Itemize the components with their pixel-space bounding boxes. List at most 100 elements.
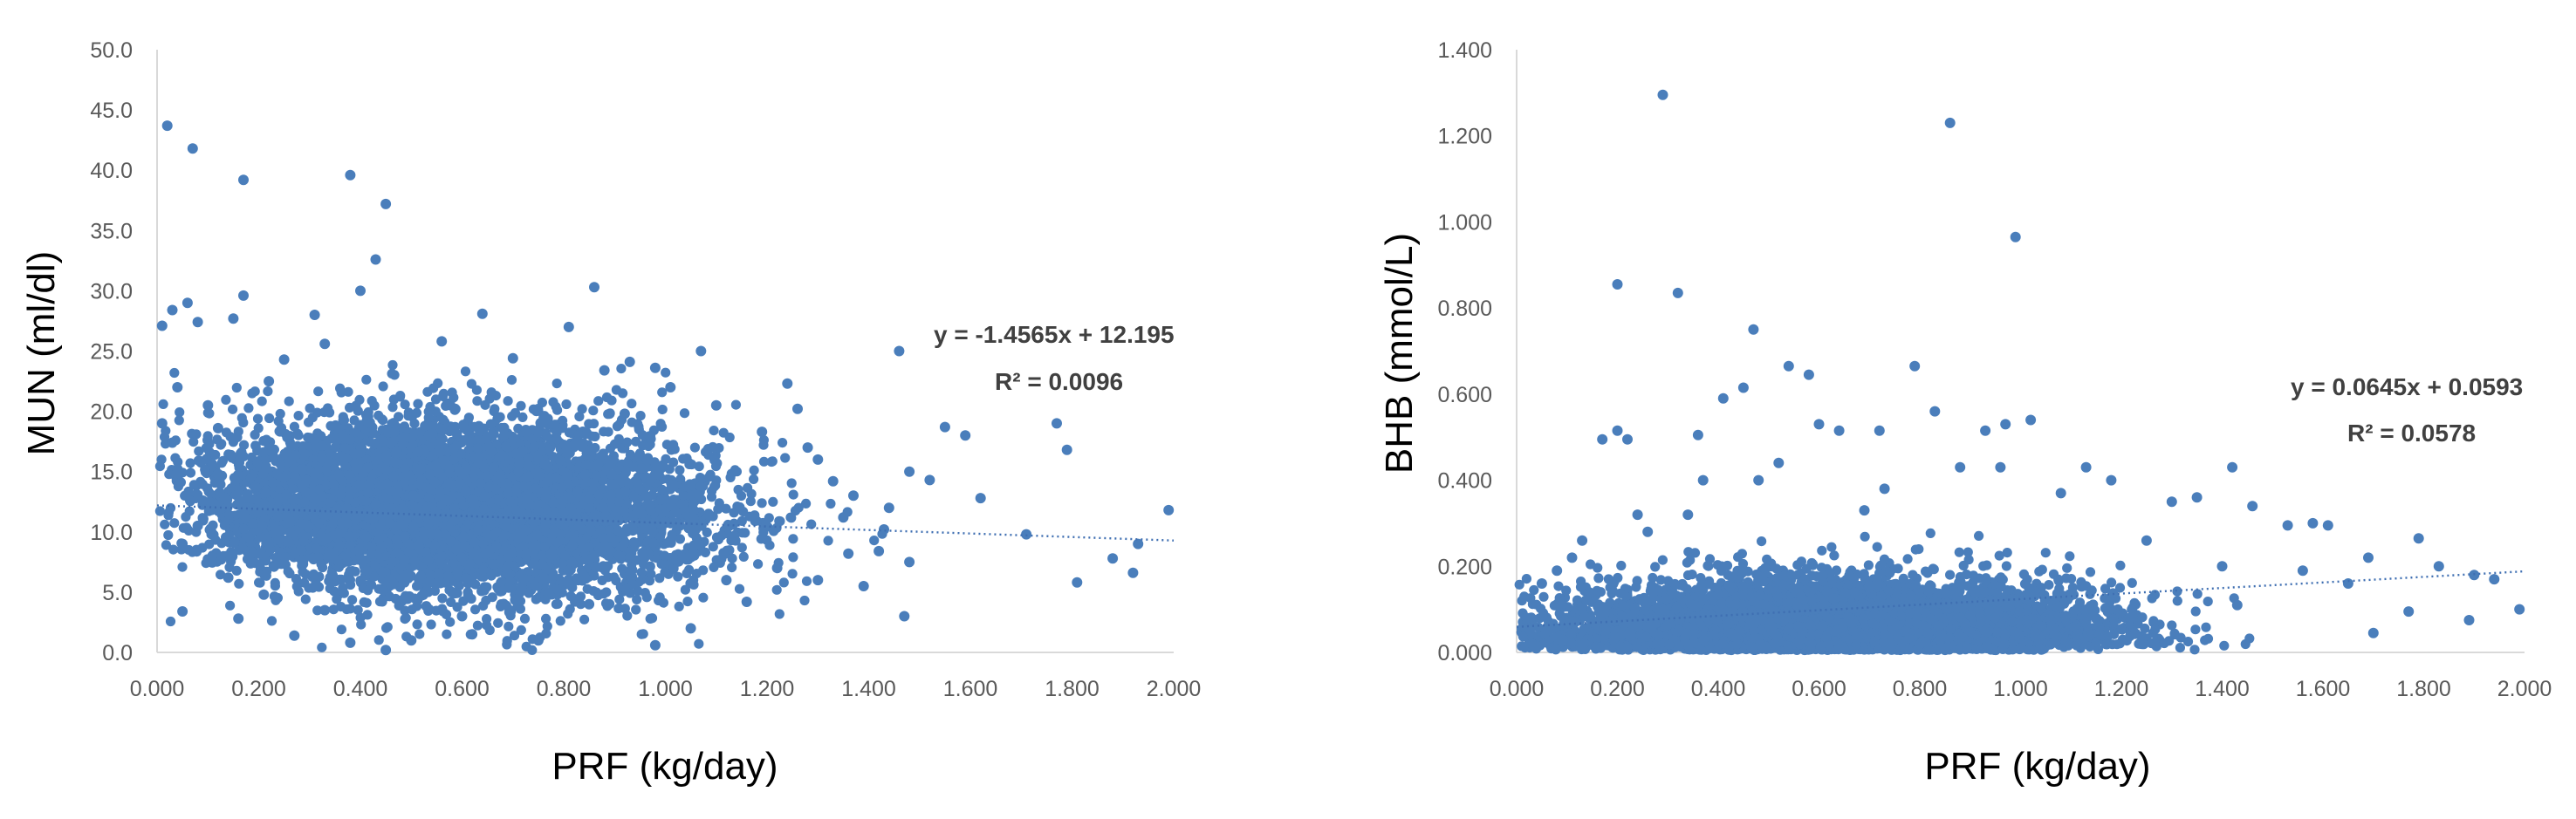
mun-data-point xyxy=(506,375,517,386)
mun-scatter-chart: 0.05.010.015.020.025.030.035.040.045.050… xyxy=(20,38,1201,788)
mun-data-point xyxy=(756,534,766,544)
mun-data-point xyxy=(714,442,724,454)
mun-data-point xyxy=(221,394,231,405)
mun-data-point xyxy=(787,569,798,579)
mun-data-point xyxy=(263,386,273,397)
mun-data-point xyxy=(714,498,724,508)
mun-data-point xyxy=(289,421,299,432)
mun-data-point xyxy=(275,408,285,420)
mun-data-point xyxy=(617,563,627,574)
mun-data-point xyxy=(674,601,684,612)
mun-data-point xyxy=(160,519,170,529)
mun-data-point xyxy=(631,604,641,615)
mun-data-point xyxy=(447,425,457,435)
mun-data-point xyxy=(869,536,880,546)
mun-data-point xyxy=(588,419,599,429)
mun-data-point xyxy=(207,550,217,561)
mun-data-point xyxy=(209,529,219,540)
mun-data-point xyxy=(412,619,422,630)
mun-data-point xyxy=(622,611,633,621)
mun-data-point xyxy=(679,408,690,419)
mun-data-point xyxy=(764,540,775,550)
mun-data-point xyxy=(636,629,647,639)
mun-data-point xyxy=(565,590,576,602)
mun-data-point xyxy=(378,381,388,392)
mun-data-point xyxy=(300,594,311,604)
mun-data-point xyxy=(727,553,737,563)
mun-data-point xyxy=(627,417,637,427)
mun-data-point xyxy=(161,540,171,550)
mun-data-point xyxy=(541,628,552,639)
mun-data-point xyxy=(552,379,562,389)
mun-data-point xyxy=(257,396,267,406)
mun-data-point xyxy=(694,638,704,649)
mun-data-point xyxy=(788,552,798,563)
mun-data-point xyxy=(361,374,372,385)
mun-data-point xyxy=(577,404,587,414)
mun-data-point xyxy=(327,570,339,581)
mun-data-point xyxy=(293,430,304,440)
mun-data-point xyxy=(551,599,562,610)
mun-data-point xyxy=(597,575,607,586)
mun-data-point xyxy=(823,536,833,546)
mun-data-point xyxy=(442,399,452,411)
mun-data-point xyxy=(341,604,352,615)
mun-data-point xyxy=(472,396,483,406)
mun-data-point xyxy=(749,465,759,475)
mun-data-point xyxy=(614,594,625,604)
mun-data-point xyxy=(507,411,517,421)
mun-data-point xyxy=(680,584,691,595)
mun-data-point xyxy=(788,489,798,500)
mun-data-point xyxy=(255,577,265,588)
mun-data-point xyxy=(555,616,565,626)
mun-data-point xyxy=(174,415,184,426)
mun-data-point xyxy=(313,386,324,397)
mun-data-point xyxy=(588,406,599,416)
mun-data-point xyxy=(603,427,613,437)
mun-data-point xyxy=(736,490,747,502)
mun-data-point xyxy=(668,457,679,468)
mun-data-point xyxy=(530,579,540,590)
mun-data-point xyxy=(758,523,769,534)
mun-data-point xyxy=(261,434,271,445)
mun-data-point xyxy=(682,597,693,607)
mun-data-point xyxy=(168,544,179,555)
mun-data-point xyxy=(481,595,491,606)
mun-data-point xyxy=(774,515,784,526)
mun-data-point xyxy=(675,534,686,544)
mun-data-point xyxy=(445,617,456,627)
mun-data-point xyxy=(317,642,327,652)
mun-data-point xyxy=(470,604,481,615)
mun-data-point xyxy=(519,613,531,624)
mun-data-point xyxy=(618,388,628,399)
mun-data-point xyxy=(452,602,462,612)
mun-data-point xyxy=(657,404,668,415)
mun-data-point xyxy=(778,438,788,448)
mun-data-point xyxy=(771,584,782,595)
mun-data-point xyxy=(600,598,612,609)
mun-data-point xyxy=(226,449,236,461)
mun-data-point xyxy=(234,455,244,467)
mun-data-point xyxy=(362,610,373,620)
mun-data-point xyxy=(503,396,513,406)
mun-data-point xyxy=(395,391,406,401)
mun-data-point xyxy=(613,604,624,614)
mun-data-point xyxy=(801,576,812,586)
mun-data-point xyxy=(450,404,461,414)
mun-data-point xyxy=(466,593,476,604)
mun-data-point xyxy=(660,567,670,577)
mun-data-point xyxy=(347,595,358,605)
mun-data-point xyxy=(387,368,397,379)
mun-data-point xyxy=(516,400,526,411)
mun-data-point xyxy=(158,399,168,409)
mun-data-point xyxy=(225,600,236,611)
mun-data-point xyxy=(698,592,709,603)
mun-data-point xyxy=(504,621,514,631)
mun-data-point xyxy=(658,597,669,608)
mun-data-point xyxy=(182,522,192,533)
mun-data-point xyxy=(785,512,796,522)
mun-data-point xyxy=(239,440,250,450)
mun-data-point xyxy=(675,465,685,475)
mun-data-point xyxy=(270,581,280,591)
